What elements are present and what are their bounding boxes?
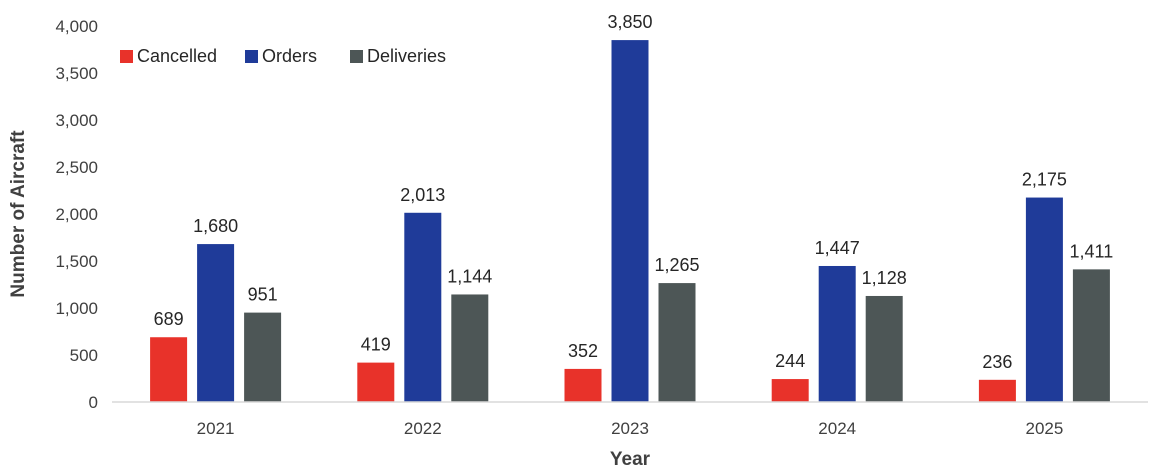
data-label-cancelled-2024: 244 [775,351,805,371]
bar-orders-2025 [1025,197,1063,402]
bar-orders-2022 [404,212,442,402]
y-tick-label: 3,500 [55,64,98,83]
data-label-cancelled-2023: 352 [568,341,598,361]
data-label-orders-2024: 1,447 [815,238,860,258]
bar-orders-2021 [197,244,235,402]
legend-label-orders: Orders [262,46,317,66]
data-label-orders-2022: 2,013 [400,185,445,205]
y-tick-label: 1,500 [55,252,98,271]
bar-deliveries-2021 [244,312,282,402]
data-label-orders-2023: 3,850 [607,12,652,32]
y-axis-ticks: 0 500 1,000 1,500 2,000 2,500 3,000 3,500 4,000 [55,17,98,412]
legend-swatch-orders [245,50,258,63]
bar-deliveries-2022 [451,294,489,402]
legend-swatch-cancelled [120,50,133,63]
bar-orders-2023 [611,40,649,402]
x-tick-label: 2022 [404,419,442,438]
bar-cancelled-2023 [564,368,602,402]
x-tick-label: 2021 [197,419,235,438]
x-axis-title: Year [610,449,651,470]
bar-deliveries-2025 [1072,269,1110,402]
y-tick-label: 2,500 [55,158,98,177]
bar-cancelled-2022 [357,362,395,402]
data-label-orders-2025: 2,175 [1022,170,1067,190]
legend-label-cancelled: Cancelled [137,46,217,66]
bar-deliveries-2023 [658,283,696,402]
bar-orders-2024 [818,265,856,402]
data-label-deliveries-2022: 1,144 [447,266,492,286]
y-tick-label: 2,000 [55,205,98,224]
bars [150,40,1110,402]
legend-swatch-deliveries [350,50,363,63]
data-label-deliveries-2024: 1,128 [862,268,907,288]
y-tick-label: 0 [89,393,98,412]
legend-label-deliveries: Deliveries [367,46,446,66]
data-label-cancelled-2022: 419 [361,335,391,355]
y-tick-label: 500 [70,346,98,365]
y-tick-label: 1,000 [55,299,98,318]
bar-cancelled-2025 [978,379,1016,402]
bar-cancelled-2021 [150,337,188,402]
data-label-cancelled-2021: 689 [154,309,184,329]
data-label-deliveries-2025: 1,411 [1070,241,1114,261]
y-tick-label: 4,000 [55,17,98,36]
data-label-orders-2021: 1,680 [193,216,238,236]
data-label-deliveries-2021: 951 [248,285,278,305]
x-tick-label: 2024 [818,419,856,438]
x-axis-ticks: 2021 2022 2023 2024 2025 [197,419,1064,438]
data-label-deliveries-2023: 1,265 [654,255,699,275]
bar-cancelled-2024 [771,379,809,402]
y-tick-label: 3,000 [55,111,98,130]
x-tick-label: 2023 [611,419,649,438]
data-label-cancelled-2025: 236 [982,352,1012,372]
x-tick-label: 2025 [1025,419,1063,438]
y-axis-title: Number of Aircraft [8,130,29,298]
bar-deliveries-2024 [865,295,903,402]
data-labels: 689 1,680 951 419 2,013 1,144 352 3,850 1,265 244… [154,12,1114,372]
legend: Cancelled Orders Deliveries [120,46,446,66]
